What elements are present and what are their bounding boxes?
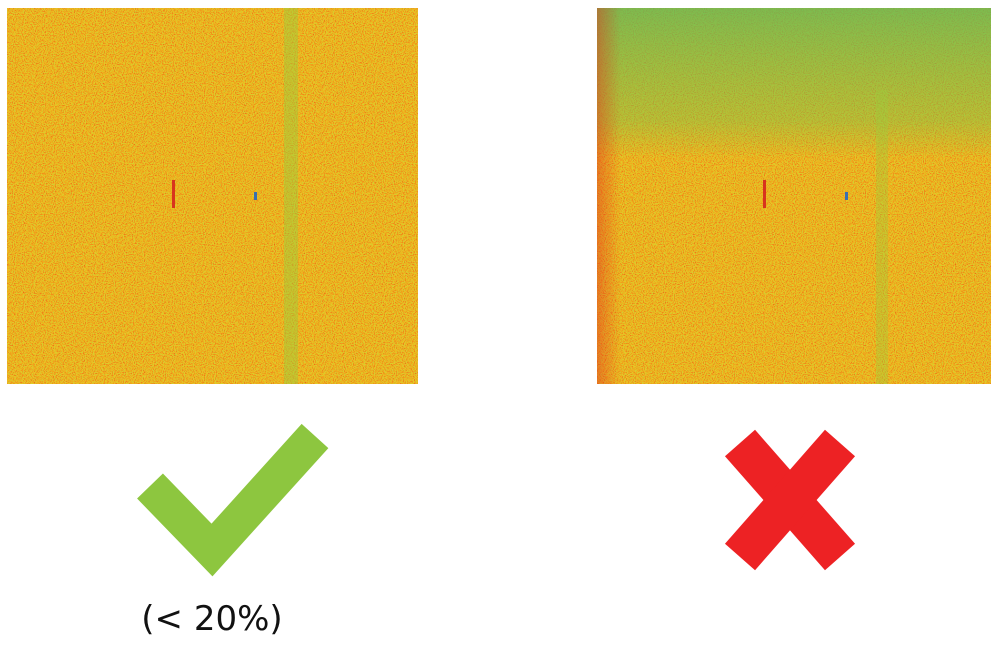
stripe xyxy=(876,90,888,384)
noise-map xyxy=(7,8,418,384)
caption: (< 20%) xyxy=(141,599,282,639)
check-mark xyxy=(150,436,315,550)
right-image xyxy=(597,8,991,384)
cross-mark xyxy=(740,443,840,557)
figure: (< 20%) xyxy=(0,0,996,646)
left-image xyxy=(7,8,418,384)
marker xyxy=(763,180,766,208)
marker xyxy=(172,180,175,208)
marker xyxy=(254,192,257,200)
stripe xyxy=(284,8,298,384)
marker xyxy=(845,192,848,200)
overlay xyxy=(597,8,991,384)
